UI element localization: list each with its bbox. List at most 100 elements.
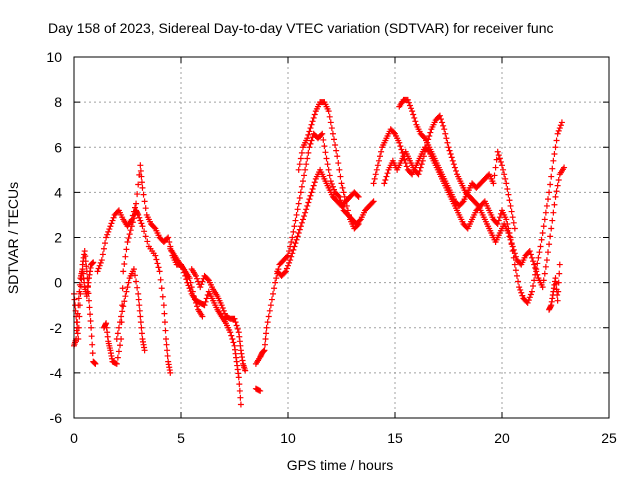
data-point xyxy=(142,205,149,212)
data-point xyxy=(303,161,310,168)
data-point xyxy=(261,341,268,348)
data-points xyxy=(71,96,568,408)
data-point xyxy=(263,330,270,337)
data-point xyxy=(328,180,335,187)
data-point xyxy=(294,233,301,240)
data-point xyxy=(138,330,145,337)
data-point xyxy=(83,263,90,270)
data-point xyxy=(310,182,317,189)
series-arc-11 xyxy=(295,99,362,232)
y-tick-label: 10 xyxy=(46,49,62,65)
data-point xyxy=(261,347,268,354)
data-point xyxy=(139,184,146,191)
data-point xyxy=(153,256,160,263)
data-point xyxy=(131,272,138,279)
data-point xyxy=(418,161,425,168)
data-point xyxy=(377,153,384,160)
data-point xyxy=(296,195,303,202)
data-point xyxy=(516,284,523,291)
data-point xyxy=(117,319,124,326)
y-axis-label: SDTVAR / TECUs xyxy=(5,182,21,294)
data-point xyxy=(219,305,226,312)
data-point xyxy=(128,223,135,230)
data-point xyxy=(123,246,130,253)
data-point xyxy=(530,283,537,290)
data-point xyxy=(95,265,102,272)
data-point xyxy=(102,240,109,247)
data-point xyxy=(167,369,174,376)
data-point xyxy=(87,317,94,324)
data-point xyxy=(89,341,96,348)
data-point xyxy=(356,217,363,224)
data-point xyxy=(265,313,272,320)
data-point xyxy=(556,125,563,132)
data-point xyxy=(501,171,508,178)
data-point xyxy=(115,348,122,355)
data-point xyxy=(89,350,96,357)
data-point xyxy=(120,268,127,275)
data-point xyxy=(345,211,352,218)
data-point xyxy=(166,239,173,246)
data-point xyxy=(307,192,314,199)
data-point xyxy=(137,313,144,320)
data-point xyxy=(495,217,502,224)
data-point xyxy=(495,152,502,159)
data-point xyxy=(307,125,314,132)
data-point xyxy=(554,292,561,299)
data-point xyxy=(297,155,304,162)
data-point xyxy=(227,329,234,336)
data-point xyxy=(355,193,362,200)
data-point xyxy=(115,324,122,331)
series-arc-1 xyxy=(71,248,99,367)
data-point xyxy=(262,336,269,343)
y-tick-label: 4 xyxy=(54,184,62,200)
data-point xyxy=(310,114,317,121)
data-point xyxy=(343,202,350,209)
data-point xyxy=(328,125,335,132)
grid xyxy=(73,56,610,419)
data-point xyxy=(545,249,552,256)
data-point xyxy=(441,126,448,133)
data-point xyxy=(427,129,434,136)
data-point xyxy=(444,139,451,146)
data-point xyxy=(109,217,116,224)
data-point xyxy=(548,225,555,232)
data-point xyxy=(298,183,305,190)
data-point xyxy=(323,155,330,162)
data-point xyxy=(510,219,517,226)
data-point xyxy=(295,166,302,173)
data-point xyxy=(511,261,518,268)
x-tick-label: 20 xyxy=(494,430,510,446)
data-point xyxy=(118,313,125,320)
data-point xyxy=(446,147,453,154)
data-point xyxy=(131,204,138,211)
data-point xyxy=(402,160,409,167)
data-point xyxy=(295,229,302,236)
data-point xyxy=(451,164,458,171)
data-point xyxy=(295,200,302,207)
data-point xyxy=(231,315,238,322)
x-axis-label: GPS time / hours xyxy=(287,457,394,473)
data-point xyxy=(114,330,121,337)
data-point xyxy=(496,214,503,221)
data-point xyxy=(447,151,454,158)
data-point xyxy=(135,296,142,303)
data-point xyxy=(281,269,288,276)
data-point xyxy=(494,220,501,227)
data-point xyxy=(163,336,170,343)
data-point xyxy=(76,281,83,288)
data-point xyxy=(92,360,99,367)
series-arc-7 xyxy=(188,266,249,374)
data-point xyxy=(308,121,315,128)
data-point xyxy=(397,143,404,150)
data-point xyxy=(192,272,199,279)
x-tick-label: 5 xyxy=(177,430,185,446)
data-point xyxy=(554,297,561,304)
data-point xyxy=(230,339,237,346)
data-point xyxy=(285,252,291,259)
data-point xyxy=(420,134,427,141)
data-point xyxy=(242,367,249,374)
data-point xyxy=(527,291,534,298)
y-tick-label: -6 xyxy=(50,410,63,426)
data-point xyxy=(338,180,345,187)
